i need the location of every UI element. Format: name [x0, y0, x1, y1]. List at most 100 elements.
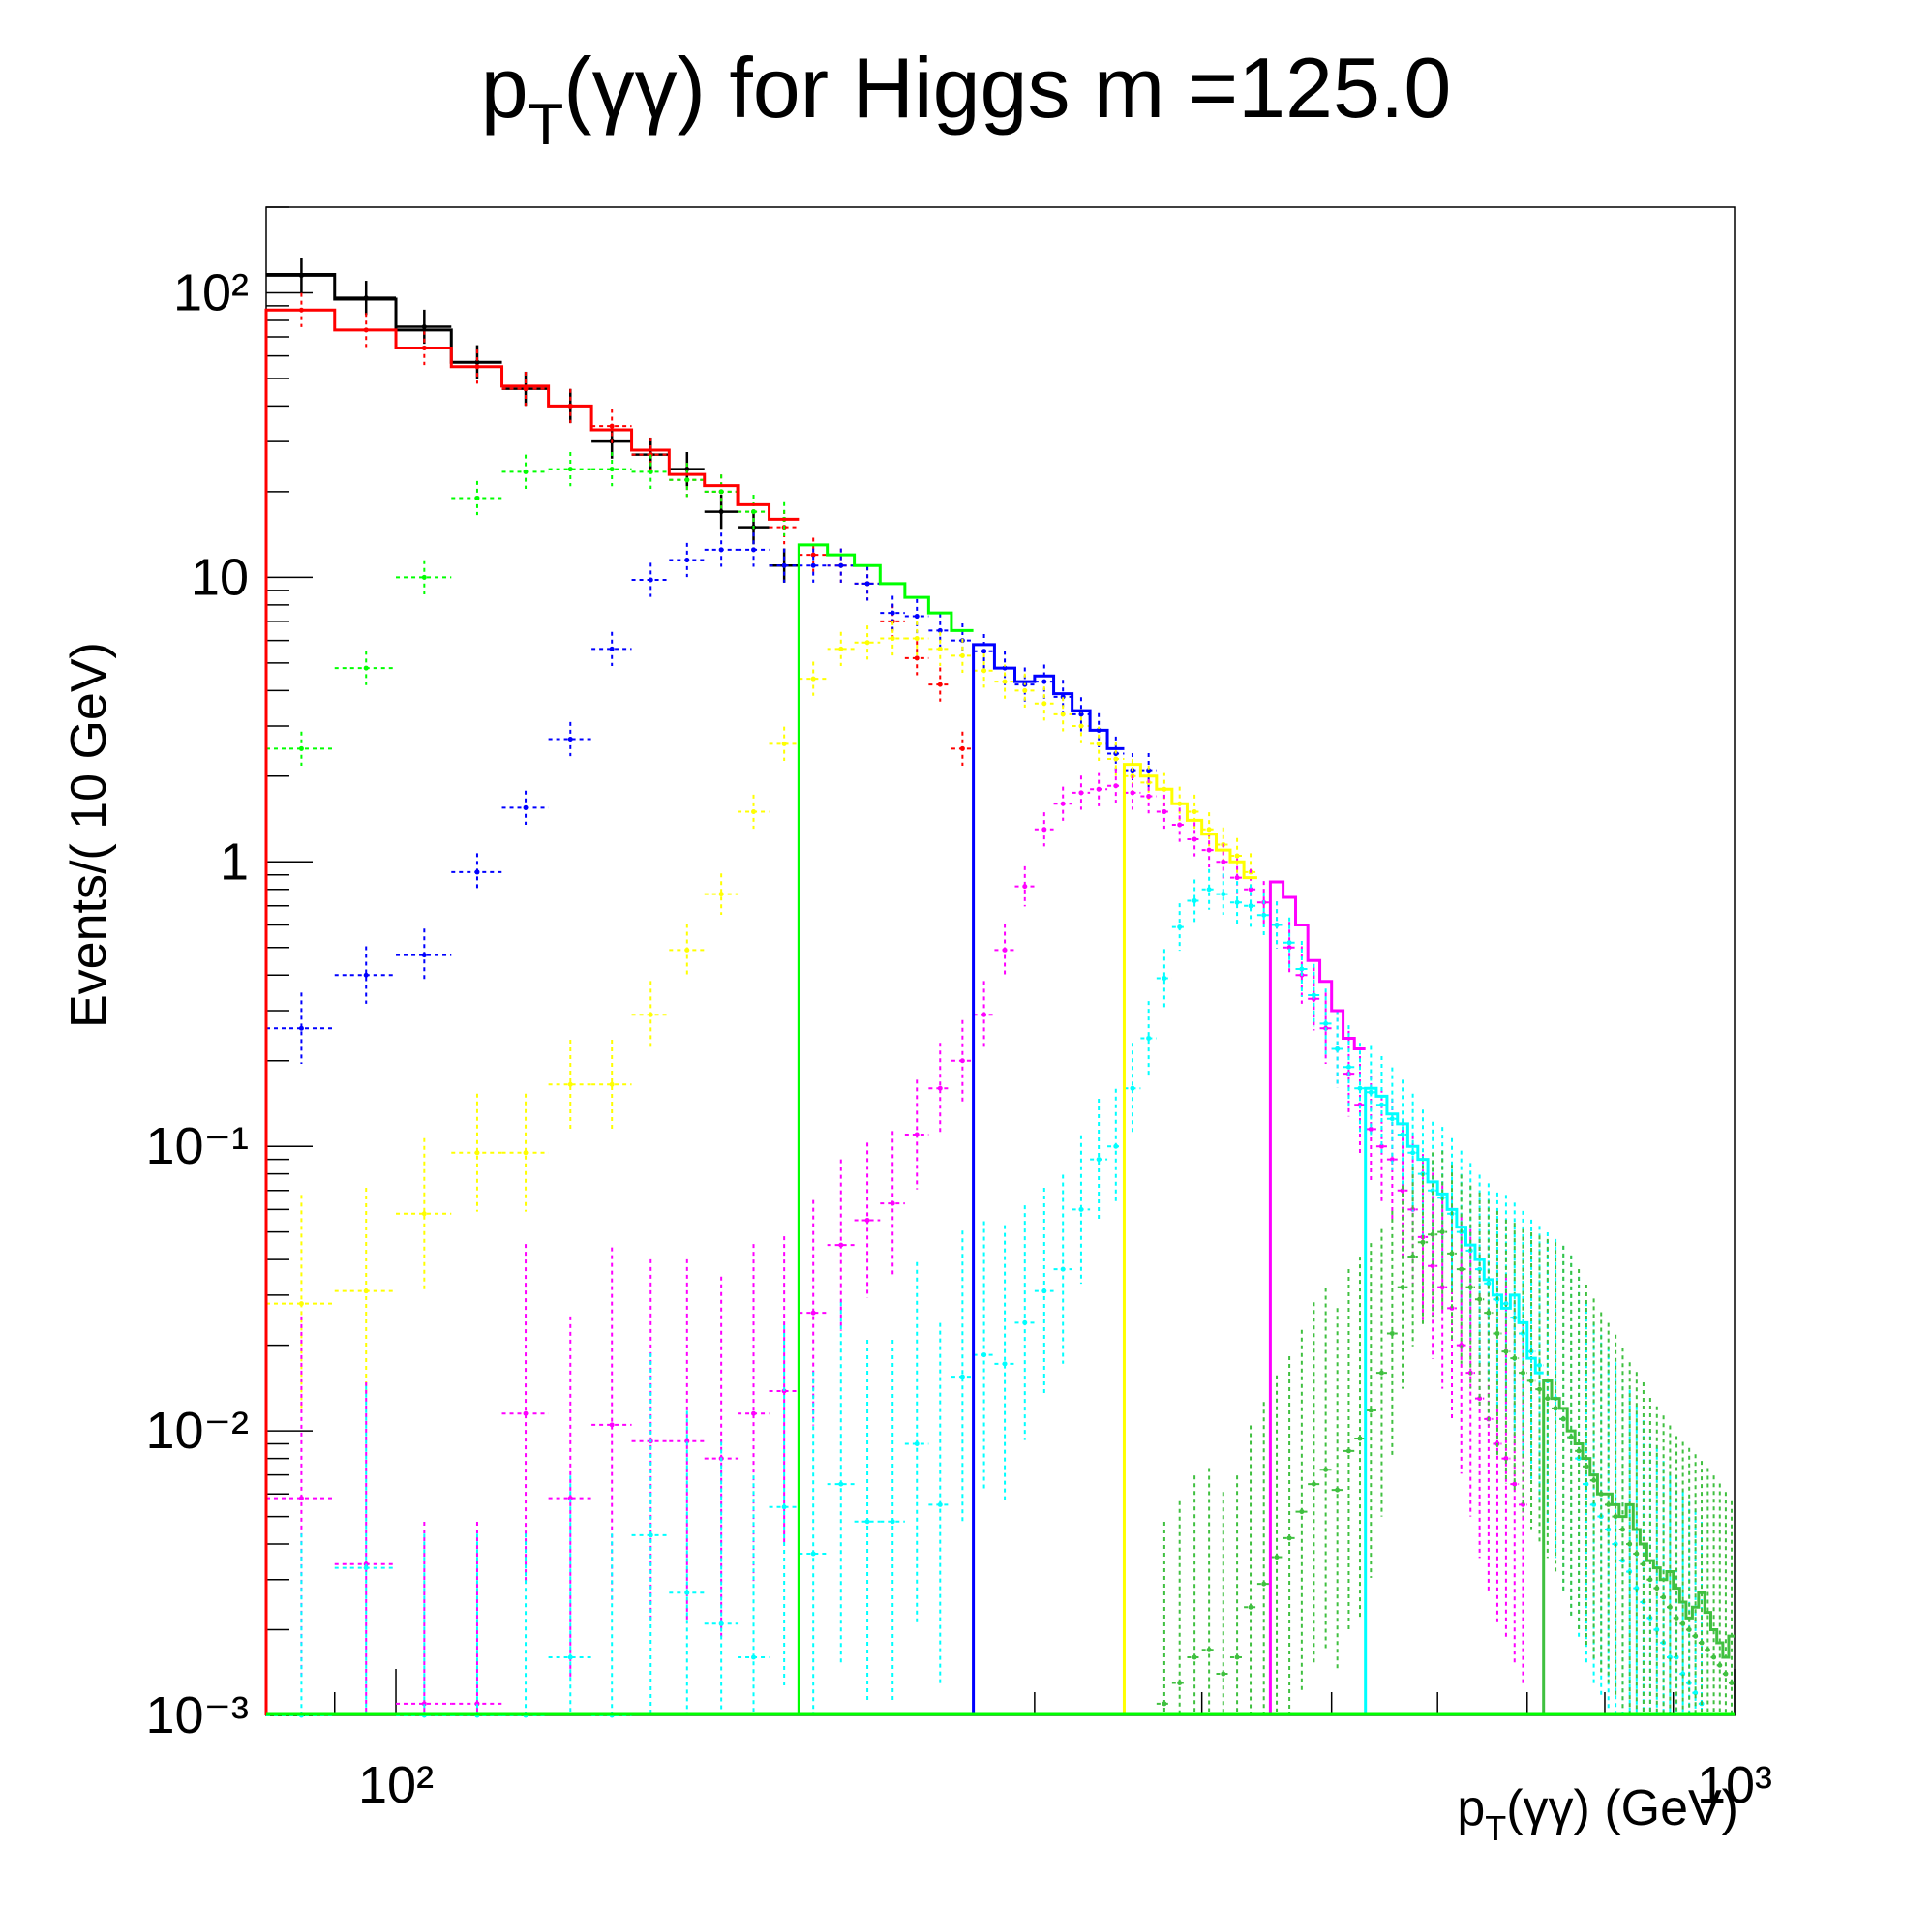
chart-title-main: p: [480, 40, 528, 136]
data-point-marker: [684, 1590, 690, 1595]
data-point-marker: [1022, 1319, 1028, 1325]
x-axis-label-rest: (γγ) (GeV): [1506, 1780, 1738, 1836]
data-point-marker: [1503, 1348, 1509, 1354]
data-point-marker: [1206, 1647, 1212, 1652]
data-point-marker: [937, 1501, 943, 1507]
data-point-marker: [981, 1012, 987, 1017]
data-point-marker: [1420, 1239, 1426, 1245]
data-point-marker: [1410, 1150, 1416, 1156]
data-point-marker: [1520, 1370, 1525, 1376]
data-point-marker: [937, 1085, 943, 1091]
data-point-marker: [1221, 1671, 1226, 1677]
data-point-marker: [1060, 801, 1066, 806]
data-point-marker: [1248, 1604, 1253, 1610]
data-point-marker: [1729, 1681, 1735, 1686]
data-point-marker: [1041, 701, 1047, 707]
data-point-marker: [1693, 1633, 1699, 1639]
data-point-marker: [1705, 1647, 1710, 1652]
data-point-marker: [718, 547, 724, 553]
data-point-marker: [1311, 1481, 1316, 1487]
data-point-marker: [1400, 1188, 1405, 1194]
x-axis-label-main: p: [1457, 1780, 1486, 1836]
data-point-marker: [1654, 1627, 1660, 1633]
data-point-marker: [1512, 1481, 1518, 1487]
data-point-marker: [1078, 712, 1084, 717]
data-point-marker: [810, 1551, 816, 1557]
data-point-marker: [1286, 1535, 1292, 1541]
data-point-marker: [1002, 947, 1008, 953]
series-step-line: [1542, 1379, 1735, 1715]
data-point-marker: [1060, 1266, 1066, 1272]
data-point-marker: [1345, 1448, 1351, 1454]
data-point-marker: [981, 649, 987, 654]
data-point-marker: [684, 947, 690, 953]
data-point-marker: [1206, 827, 1212, 833]
data-point-marker: [1323, 1467, 1329, 1472]
data-point-marker: [914, 614, 920, 620]
data-point-marker: [1693, 1690, 1699, 1696]
data-point-marker: [1002, 679, 1008, 684]
data-point-marker: [1619, 1527, 1625, 1532]
data-point-marker: [421, 1701, 427, 1707]
y-tick-label: 10⁻¹: [145, 1117, 249, 1175]
data-point-marker: [1503, 1301, 1509, 1307]
data-point-marker: [981, 668, 987, 674]
data-point-marker: [781, 1504, 787, 1510]
data-point-marker: [1261, 1581, 1267, 1587]
data-point-marker: [937, 627, 943, 633]
data-point-marker: [1378, 1102, 1384, 1107]
data-point-marker: [1357, 1102, 1363, 1107]
series-step-line: [972, 643, 1125, 1715]
data-point-marker: [751, 547, 757, 553]
data-point-marker: [1400, 1285, 1405, 1290]
data-point-marker: [718, 489, 724, 495]
data-point-marker: [1234, 853, 1240, 859]
data-point-marker: [1389, 1330, 1395, 1336]
data-point-marker: [1686, 1627, 1692, 1633]
data-point-marker: [363, 972, 369, 978]
data-point-marker: [1545, 1396, 1551, 1402]
data-point-marker: [1192, 809, 1197, 815]
data-point-marker: [1634, 1551, 1640, 1557]
data-point-marker: [1041, 679, 1047, 684]
data-point-marker: [1041, 1288, 1047, 1294]
data-point-marker: [751, 1654, 757, 1660]
data-point-marker: [1234, 899, 1240, 905]
data-point-marker: [1634, 1586, 1640, 1591]
data-point-marker: [1221, 859, 1226, 864]
data-point-marker: [1206, 887, 1212, 893]
data-point-marker: [751, 509, 757, 515]
data-point-marker: [298, 745, 304, 751]
data-point-marker: [1537, 1386, 1543, 1392]
chart-title-rest: (γγ) for Higgs m =125.0: [563, 40, 1452, 136]
data-point-marker: [523, 1410, 528, 1416]
data-point-marker: [1078, 1206, 1084, 1212]
data-point-marker: [1430, 1263, 1435, 1269]
data-point-marker: [959, 1374, 965, 1379]
data-point-marker: [523, 469, 528, 474]
data-point-marker: [1221, 892, 1226, 897]
data-point-marker: [1096, 1157, 1102, 1163]
data-point-marker: [421, 953, 427, 958]
data-point-marker: [1723, 1671, 1729, 1677]
data-point-marker: [1560, 1416, 1566, 1422]
data-point-marker: [421, 1211, 427, 1217]
data-point-marker: [1477, 1296, 1483, 1302]
y-tick-label: 10: [191, 548, 249, 606]
data-point-marker: [1449, 1305, 1455, 1311]
data-point-marker: [838, 1242, 844, 1248]
series-step-line: [1268, 880, 1366, 1715]
data-point-marker: [1584, 1481, 1589, 1487]
data-point-marker: [890, 1200, 895, 1206]
data-point-marker: [1674, 1654, 1679, 1660]
data-point-marker: [937, 646, 943, 651]
data-point-marker: [810, 562, 816, 568]
data-point-marker: [718, 1621, 724, 1626]
data-point-marker: [474, 495, 480, 500]
data-point-marker: [1568, 1435, 1574, 1440]
data-point-marker: [914, 655, 920, 661]
data-point-marker: [567, 1496, 573, 1501]
data-point-marker: [1400, 1132, 1405, 1137]
data-point-marker: [959, 745, 965, 751]
data-point-marker: [751, 809, 757, 815]
